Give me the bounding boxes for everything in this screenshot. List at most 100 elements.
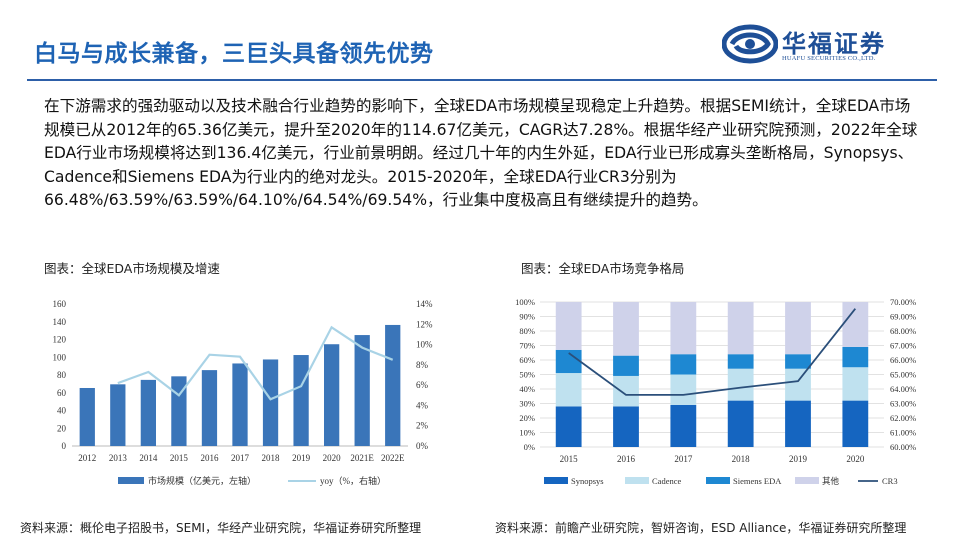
header-divider [27, 79, 937, 81]
x-axis-tick-label: 2015 [170, 453, 189, 463]
market-size-bar [232, 363, 248, 446]
x-axis-tick-label: 2017 [231, 453, 250, 463]
right-axis-tick-label: 70.00% [890, 297, 916, 307]
market-size-bar [385, 324, 401, 446]
stack-segment-others [670, 302, 697, 355]
right-chart-caption: 图表：全球EDA市场竞争格局 [521, 261, 685, 276]
market-size-bar [140, 379, 156, 446]
legend-swatch-synopsys [544, 477, 568, 484]
x-axis-tick-label: 2012 [78, 453, 96, 463]
right-axis-tick-label: 67.00% [890, 341, 916, 351]
stack-segment-others [613, 302, 639, 356]
x-axis-tick-label: 2020 [323, 453, 342, 463]
stack-segment-cadence [555, 373, 582, 407]
stack-segment-cadence [842, 367, 869, 401]
left-axis-tick-label: 80% [519, 326, 535, 336]
body-paragraph: 在下游需求的强劲驱动以及技术融合行业趋势的影响下，全球EDA市场规模呈现稳定上升… [44, 97, 918, 209]
stack-segment-synopsys [613, 406, 639, 447]
stack-segment-others [785, 302, 811, 355]
x-axis-tick-label: 2015 [560, 454, 579, 464]
left-axis-tick-label: 20% [519, 413, 535, 423]
yoy-line [117, 325, 394, 401]
market-size-bar [79, 387, 95, 446]
stack-segment-others [555, 302, 582, 350]
market-size-bar [201, 370, 218, 446]
x-axis-tick-label: 2019 [292, 453, 311, 463]
right-axis-tick-label: 61.00% [890, 428, 916, 438]
right-axis-tick-label: 60.00% [890, 442, 916, 452]
left-axis-tick-label: 100 [53, 352, 67, 362]
right-axis-tick-label: 63.00% [890, 399, 916, 409]
right-axis-tick-label: 0% [416, 441, 429, 451]
x-axis-tick-label: 2019 [789, 454, 808, 464]
x-axis-tick-label: 2016 [617, 454, 636, 464]
legend-swatch-cadence [625, 477, 649, 484]
x-axis-tick-label: 2016 [200, 453, 219, 463]
left-axis-tick-label: 40% [519, 384, 535, 394]
left-source-note: 资料来源：概伦电子招股书，SEMI，华经产业研究院，华福证券研究所整理 [20, 521, 422, 535]
x-axis-tick-label: 2021E [350, 453, 374, 463]
legend-swatch-market-size [118, 477, 144, 484]
market-size-bar [262, 359, 279, 446]
right-axis-tick-label: 69.00% [890, 312, 916, 322]
market-size-bar [293, 355, 309, 446]
market-size-bar [110, 384, 126, 446]
legend-label-market-size: 市场规模（亿美元，左轴） [148, 475, 256, 486]
legend-label-cadence: Cadence [652, 476, 681, 486]
right-axis-tick-label: 66.00% [890, 355, 916, 365]
x-axis-tick-label: 2020 [846, 454, 865, 464]
left-axis-tick-label: 120 [53, 335, 67, 345]
stack-segment-synopsys [555, 406, 582, 447]
stack-segment-siemens-eda [613, 355, 639, 376]
right-source-note: 资料来源：前瞻产业研究院，智妍咨询，ESD Alliance，华福证券研究所整理 [495, 521, 907, 535]
stack-segment-cadence [785, 368, 811, 401]
stack-segment-cadence [727, 368, 754, 401]
stack-segment-cadence [613, 375, 639, 407]
legend-swatch-siemens-eda [706, 477, 730, 484]
stack-segment-siemens-eda [670, 354, 697, 375]
stack-segment-siemens-eda [555, 349, 582, 374]
stack-segment-synopsys [842, 400, 869, 447]
legend-label-cr3: CR3 [882, 476, 898, 486]
left-axis-tick-label: 160 [53, 299, 67, 309]
stack-segment-synopsys [727, 400, 754, 447]
x-axis-tick-label: 2018 [262, 453, 281, 463]
left-axis-tick-label: 50% [519, 370, 535, 380]
legend-label-synopsys: Synopsys [571, 476, 604, 486]
market-size-bar [324, 344, 340, 446]
right-axis-tick-label: 12% [416, 319, 433, 329]
right-axis-tick-label: 64.00% [890, 384, 916, 394]
stack-segment-synopsys [785, 400, 811, 447]
stack-segment-others [727, 302, 754, 355]
x-axis-tick-label: 2018 [732, 454, 751, 464]
right-axis-tick-label: 8% [416, 360, 429, 370]
stack-segment-synopsys [670, 404, 697, 447]
left-axis-tick-label: 90% [519, 312, 535, 322]
left-axis-tick-label: 140 [53, 317, 67, 327]
company-logo: 华福证券 HUAFU SECURITIES CO.,LTD. [722, 24, 922, 66]
legend-label-siemens-eda: Siemens EDA [733, 476, 782, 486]
stack-segment-siemens-eda [727, 354, 754, 369]
x-axis-tick-label: 2014 [139, 453, 158, 463]
left-chart-caption: 图表：全球EDA市场规模及增速 [44, 261, 220, 276]
legend-label-yoy: yoy（%，右轴） [320, 475, 386, 486]
cr3-line [568, 308, 857, 396]
right-axis-tick-label: 68.00% [890, 326, 916, 336]
left-axis-tick-label: 60 [57, 388, 67, 398]
eda-competition-chart: 0% 10% 20% 30% 40% 50% 60% 70% 80% 90% 100% 60.00% 6… [515, 297, 916, 486]
page-title: 白马与成长兼备，三巨头具备领先优势 [34, 41, 434, 67]
right-axis-tick-label: 62.00% [890, 413, 916, 423]
x-axis-tick-label: 2017 [674, 454, 693, 464]
huafu-emblem-icon [722, 24, 778, 64]
right-axis-tick-label: 10% [416, 340, 433, 350]
left-axis-tick-label: 80 [57, 370, 67, 380]
left-axis-tick-label: 0% [524, 442, 535, 452]
eda-market-size-chart: 0 20 40 60 80 100 120 140 160 0% 2% 4% 6% 8% 10% 12% 14%… [53, 299, 434, 486]
right-axis-tick-label: 2% [416, 421, 429, 431]
market-size-bar [354, 335, 370, 446]
stack-segment-siemens-eda [842, 346, 869, 368]
logo-english-name: HUAFU SECURITIES CO.,LTD. [782, 55, 876, 62]
left-axis-tick-label: 30% [519, 399, 535, 409]
left-axis-tick-label: 10% [519, 428, 535, 438]
left-axis-tick-label: 100% [515, 297, 535, 307]
